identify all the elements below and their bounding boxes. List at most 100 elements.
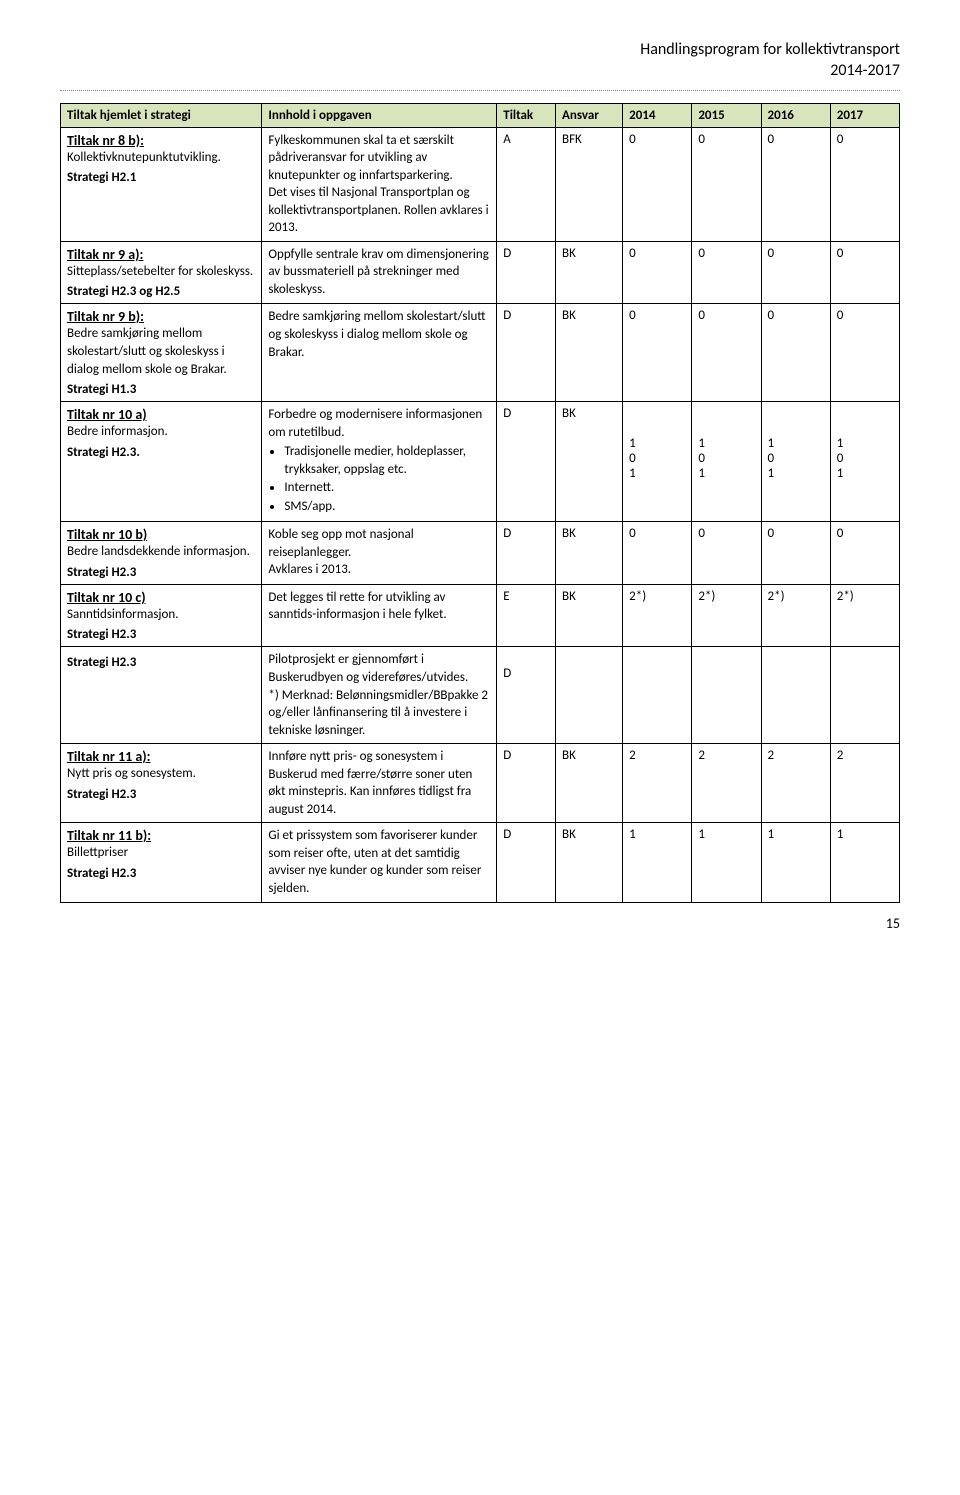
row-8b-content: Fylkeskommunen skal ta et særskilt pådri… [262, 127, 497, 241]
row-10a-lead: Forbedre og modernisere informasjonen om… [268, 407, 482, 440]
row-10c-2016: 2*) [761, 584, 830, 647]
row-11a-2017: 2 [830, 744, 899, 823]
row-10b-2016: 0 [761, 522, 830, 585]
row-8b-sub: Kollektivknutepunktutvikling. [67, 150, 221, 165]
row-9b-sub: Bedre samkjøring mellom skolestart/slutt… [67, 326, 227, 376]
table-row: Tiltak nr 10 c) Sanntidsinformasjon. Str… [61, 584, 900, 647]
row-10c2-left: Strategi H2.3 [61, 647, 262, 744]
row-11b-tiltak: D [497, 823, 556, 902]
row-10a-tiltak: D [497, 402, 556, 522]
table-row: Tiltak nr 11 b): Billettpriser Strategi … [61, 823, 900, 902]
row-9a-content: Oppfylle sentrale krav om dimensjonering… [262, 241, 497, 304]
row-10a-2017: 1 0 1 [830, 402, 899, 522]
row-10c2-tiltak: D [497, 647, 556, 744]
row-10a-strategy: Strategi H2.3. [67, 445, 255, 460]
table-row: Tiltak nr 10 b) Bedre landsdekkende info… [61, 522, 900, 585]
row-8b-title: Tiltak nr 8 b): [67, 132, 144, 149]
row-10c2-2017 [830, 647, 899, 744]
row-9a-2016: 0 [761, 241, 830, 304]
row-11b-2015: 1 [692, 823, 761, 902]
row-9a-left: Tiltak nr 9 a): Sitteplass/setebelter fo… [61, 241, 262, 304]
row-10a-l1-2017: 1 [837, 436, 844, 451]
row-11b-2014: 1 [623, 823, 692, 902]
row-11a-2015: 2 [692, 744, 761, 823]
col-content-header: Innhold i oppgaven [262, 103, 497, 127]
row-8b-strategy: Strategi H2.1 [67, 170, 255, 185]
row-11b-left: Tiltak nr 11 b): Billettpriser Strategi … [61, 823, 262, 902]
row-10a-l2-2015: 0 [698, 451, 705, 466]
row-10a-l2-2014: 0 [629, 451, 636, 466]
row-9a-tiltak: D [497, 241, 556, 304]
row-10a-2014: 1 0 1 [623, 402, 692, 522]
table-row: Strategi H2.3 Pilotprosjekt er gjennomfø… [61, 647, 900, 744]
row-10a-l3-2015: 1 [698, 466, 705, 481]
col-2017-header: 2017 [830, 103, 899, 127]
document-page: Handlingsprogram for kollektivtransport … [0, 0, 960, 972]
row-11b-strategy: Strategi H2.3 [67, 866, 255, 881]
row-10b-2017: 0 [830, 522, 899, 585]
row-10b-content: Koble seg opp mot nasjonal reiseplanlegg… [262, 522, 497, 585]
row-9a-title: Tiltak nr 9 a): [67, 246, 143, 263]
row-10c2-2015 [692, 647, 761, 744]
row-10c2-2016 [761, 647, 830, 744]
row-11a-title: Tiltak nr 11 a): [67, 748, 150, 765]
row-11b-2017: 1 [830, 823, 899, 902]
row-9b-2014: 0 [623, 304, 692, 402]
row-11b-title: Tiltak nr 11 b): [67, 827, 151, 844]
row-9a-2014: 0 [623, 241, 692, 304]
row-10a-l3-2014: 1 [629, 466, 636, 481]
row-8b-2015: 0 [692, 127, 761, 241]
row-11a-tiltak: D [497, 744, 556, 823]
row-8b-ansvar: BFK [556, 127, 623, 241]
col-2015-header: 2015 [692, 103, 761, 127]
row-10c2-2014 [623, 647, 692, 744]
table-row: Tiltak nr 10 a) Bedre informasjon. Strat… [61, 402, 900, 522]
row-9a-strategy: Strategi H2.3 og H2.5 [67, 284, 255, 299]
row-10a-l1-2014: 1 [629, 436, 636, 451]
header-title-line2: 2014-2017 [60, 61, 900, 82]
row-10c-tiltak: E [497, 584, 556, 647]
row-10a-content: Forbedre og modernisere informasjonen om… [262, 402, 497, 522]
row-9b-left: Tiltak nr 9 b): Bedre samkjøring mellom … [61, 304, 262, 402]
table-header-row: Tiltak hjemlet i strategi Innhold i oppg… [61, 103, 900, 127]
row-10a-ansvar: BK [556, 402, 623, 522]
row-10b-title: Tiltak nr 10 b) [67, 526, 147, 543]
row-10c-title: Tiltak nr 10 c) [67, 589, 146, 606]
row-9b-2017: 0 [830, 304, 899, 402]
row-10c2-strategy: Strategi H2.3 [67, 655, 255, 670]
row-9b-content: Bedre samkjøring mellom skolestart/slutt… [262, 304, 497, 402]
row-10a-title: Tiltak nr 10 a) [67, 406, 147, 423]
row-10c2-tiltak-val: D [503, 666, 511, 681]
row-10a-l3-2017: 1 [837, 466, 844, 481]
row-8b-tiltak: A [497, 127, 556, 241]
table-row: Tiltak nr 8 b): Kollektivknutepunktutvik… [61, 127, 900, 241]
row-11a-ansvar: BK [556, 744, 623, 823]
row-8b-2014: 0 [623, 127, 692, 241]
col-strategy-header: Tiltak hjemlet i strategi [61, 103, 262, 127]
row-11b-content: Gi et prissystem som favoriserer kunder … [262, 823, 497, 902]
row-10c-content: Det legges til rette for utvikling av sa… [262, 584, 497, 647]
row-9b-strategy: Strategi H1.3 [67, 382, 255, 397]
row-8b-2016: 0 [761, 127, 830, 241]
row-9a-2017: 0 [830, 241, 899, 304]
col-2016-header: 2016 [761, 103, 830, 127]
row-8b-left: Tiltak nr 8 b): Kollektivknutepunktutvik… [61, 127, 262, 241]
row-10c-strategy: Strategi H2.3 [67, 627, 255, 642]
row-10a-l2-2016: 0 [768, 451, 775, 466]
row-10a-2015: 1 0 1 [692, 402, 761, 522]
row-11a-sub: Nytt pris og sonesystem. [67, 766, 196, 781]
row-9b-ansvar: BK [556, 304, 623, 402]
row-9b-title: Tiltak nr 9 b): [67, 308, 144, 325]
row-10b-2015: 0 [692, 522, 761, 585]
col-tiltak-header: Tiltak [497, 103, 556, 127]
header-divider [60, 90, 900, 91]
row-9b-2016: 0 [761, 304, 830, 402]
row-10b-ansvar: BK [556, 522, 623, 585]
row-11b-ansvar: BK [556, 823, 623, 902]
row-10c-2017: 2*) [830, 584, 899, 647]
row-10c2-ansvar [556, 647, 623, 744]
row-9a-ansvar: BK [556, 241, 623, 304]
row-10a-l1-2015: 1 [698, 436, 705, 451]
header-title-line1: Handlingsprogram for kollektivtransport [60, 40, 900, 61]
row-10c-ansvar: BK [556, 584, 623, 647]
